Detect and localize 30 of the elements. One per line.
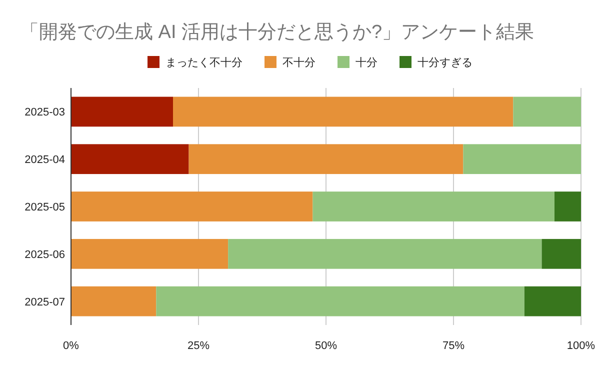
y-tick-label: 2025-04 xyxy=(24,154,65,166)
legend-label: 不十分 xyxy=(282,56,316,69)
bar xyxy=(554,192,581,222)
bar xyxy=(228,238,542,269)
x-tick-label: 75% xyxy=(442,340,465,352)
x-tick-label: 25% xyxy=(187,340,210,352)
bar xyxy=(71,238,228,269)
bar xyxy=(71,144,189,174)
y-tick-label: 2025-06 xyxy=(24,248,65,261)
legend-label: 十分 xyxy=(356,56,378,69)
x-tick-label: 100% xyxy=(566,340,596,352)
x-tick-label: 0% xyxy=(63,340,80,352)
bar xyxy=(173,96,514,127)
x-tick-label: 50% xyxy=(314,340,338,352)
bar xyxy=(312,192,554,222)
bar xyxy=(188,144,464,174)
bar xyxy=(156,286,524,316)
y-tick-label: 2025-07 xyxy=(24,296,65,308)
bar xyxy=(71,286,156,316)
legend-label: まったく不十分 xyxy=(166,56,242,69)
bar xyxy=(71,192,313,222)
legend-label: 十分すぎる xyxy=(418,56,472,69)
y-tick-label: 2025-03 xyxy=(24,106,65,119)
chart-title: 「開発での生成 AI 活用は十分だと思うか?」アンケート結果 xyxy=(20,22,534,43)
bar xyxy=(513,96,581,127)
bar xyxy=(524,286,581,316)
bar xyxy=(71,96,173,127)
bar xyxy=(463,144,581,174)
bar xyxy=(542,238,581,269)
y-tick-label: 2025-05 xyxy=(24,202,65,214)
